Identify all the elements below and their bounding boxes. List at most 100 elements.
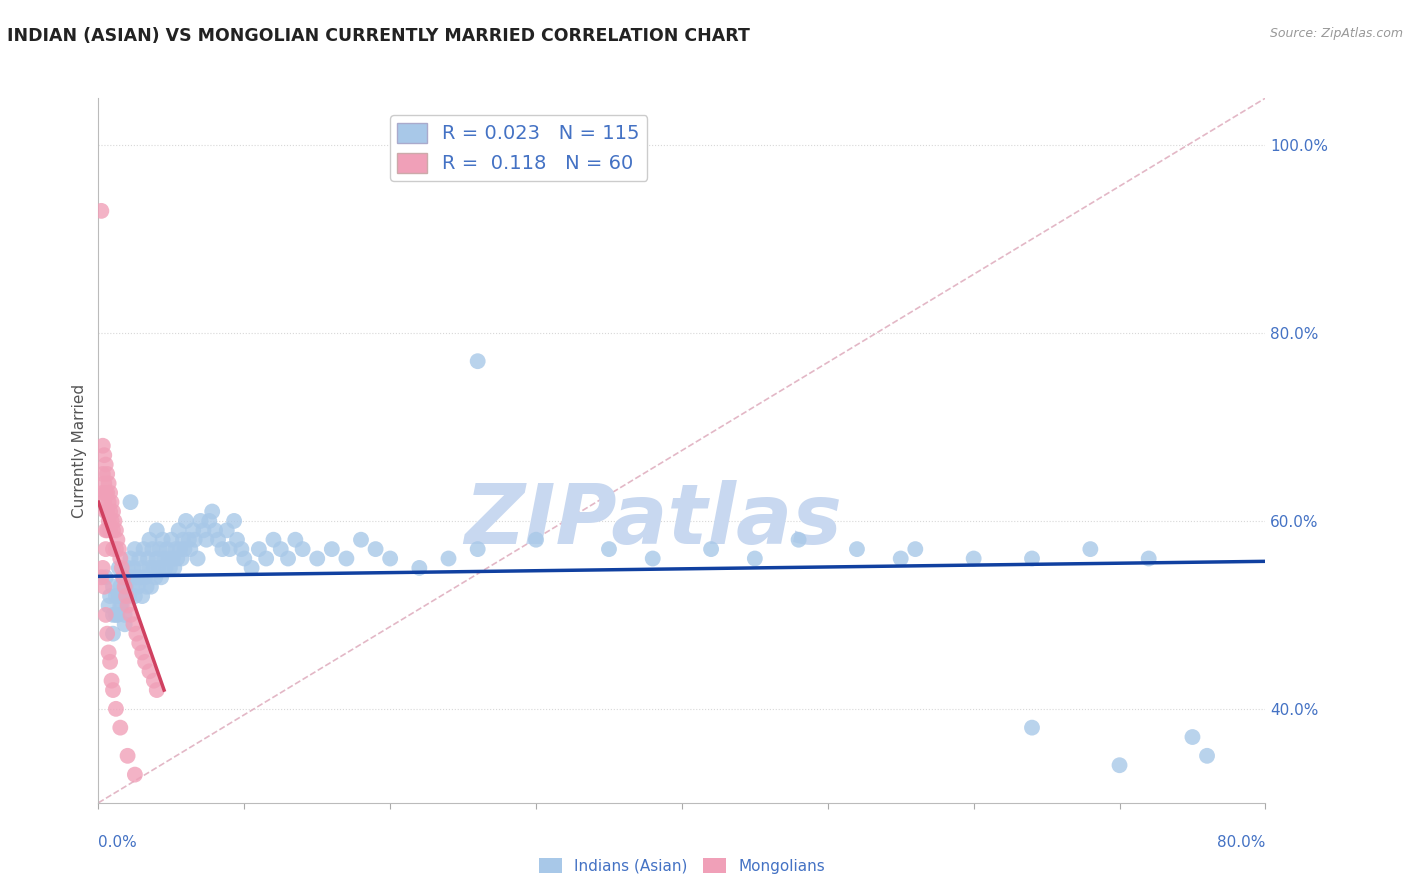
Point xyxy=(181,524,204,538)
Point xyxy=(335,551,357,566)
Point xyxy=(142,673,165,688)
Point xyxy=(90,203,112,218)
Point xyxy=(190,514,212,528)
Point xyxy=(149,542,172,557)
Point xyxy=(159,561,181,575)
Point xyxy=(90,570,112,584)
Point xyxy=(93,495,115,509)
Point xyxy=(128,551,150,566)
Point xyxy=(1021,551,1043,566)
Point xyxy=(262,533,284,547)
Point xyxy=(97,645,120,659)
Point xyxy=(201,504,224,518)
Point xyxy=(97,495,120,509)
Point xyxy=(129,570,152,584)
Point xyxy=(97,476,120,491)
Point xyxy=(128,636,150,650)
Point xyxy=(136,551,159,566)
Point xyxy=(101,580,124,594)
Point xyxy=(962,551,984,566)
Point xyxy=(233,551,256,566)
Point xyxy=(105,607,128,622)
Legend: R = 0.023   N = 115, R =  0.118   N = 60: R = 0.023 N = 115, R = 0.118 N = 60 xyxy=(389,115,647,181)
Point xyxy=(101,542,124,557)
Point xyxy=(94,524,117,538)
Text: INDIAN (ASIAN) VS MONGOLIAN CURRENTLY MARRIED CORRELATION CHART: INDIAN (ASIAN) VS MONGOLIAN CURRENTLY MA… xyxy=(7,27,749,45)
Point xyxy=(247,542,270,557)
Point xyxy=(125,570,148,584)
Point xyxy=(91,439,114,453)
Point xyxy=(104,589,127,603)
Point xyxy=(122,617,145,632)
Point xyxy=(139,580,162,594)
Point xyxy=(163,561,186,575)
Point xyxy=(108,589,131,603)
Point xyxy=(226,533,249,547)
Point xyxy=(131,645,153,659)
Point xyxy=(125,626,148,640)
Point xyxy=(160,533,183,547)
Point xyxy=(153,551,176,566)
Point xyxy=(120,570,142,584)
Point xyxy=(307,551,329,566)
Point xyxy=(364,542,387,557)
Point xyxy=(108,542,131,557)
Point xyxy=(1021,721,1043,735)
Point xyxy=(100,673,122,688)
Point xyxy=(131,589,153,603)
Text: 80.0%: 80.0% xyxy=(1218,836,1265,850)
Point xyxy=(97,599,120,613)
Point xyxy=(131,561,153,575)
Point xyxy=(94,542,117,557)
Point xyxy=(1137,551,1160,566)
Point xyxy=(121,580,143,594)
Point xyxy=(96,504,118,518)
Point xyxy=(641,551,664,566)
Point xyxy=(93,580,115,594)
Point xyxy=(174,514,197,528)
Point xyxy=(744,551,766,566)
Point xyxy=(103,514,125,528)
Point xyxy=(170,551,193,566)
Point xyxy=(254,551,277,566)
Point xyxy=(101,683,124,698)
Point xyxy=(167,524,190,538)
Point xyxy=(93,476,115,491)
Point xyxy=(240,561,263,575)
Y-axis label: Currently Married: Currently Married xyxy=(72,384,87,517)
Point xyxy=(1195,748,1218,763)
Point xyxy=(193,524,215,538)
Point xyxy=(135,580,157,594)
Point xyxy=(104,607,127,622)
Point xyxy=(93,448,115,462)
Point xyxy=(169,542,191,557)
Point xyxy=(110,580,132,594)
Point xyxy=(215,524,238,538)
Point xyxy=(148,561,170,575)
Point xyxy=(114,580,136,594)
Point xyxy=(166,551,188,566)
Point xyxy=(222,514,245,528)
Point xyxy=(101,524,124,538)
Point xyxy=(104,702,127,716)
Point xyxy=(1080,542,1102,557)
Point xyxy=(172,533,194,547)
Point xyxy=(187,551,209,566)
Point xyxy=(138,665,160,679)
Point xyxy=(98,655,121,669)
Point xyxy=(787,533,810,547)
Point xyxy=(120,551,142,566)
Point xyxy=(101,607,124,622)
Point xyxy=(138,533,160,547)
Point xyxy=(110,551,132,566)
Point xyxy=(380,551,402,566)
Point xyxy=(146,683,169,698)
Point xyxy=(195,533,218,547)
Point xyxy=(700,542,723,557)
Point xyxy=(142,561,165,575)
Point xyxy=(104,542,127,557)
Point xyxy=(143,570,166,584)
Point xyxy=(291,542,314,557)
Text: ZIPatlas: ZIPatlas xyxy=(464,481,842,561)
Point xyxy=(114,589,136,603)
